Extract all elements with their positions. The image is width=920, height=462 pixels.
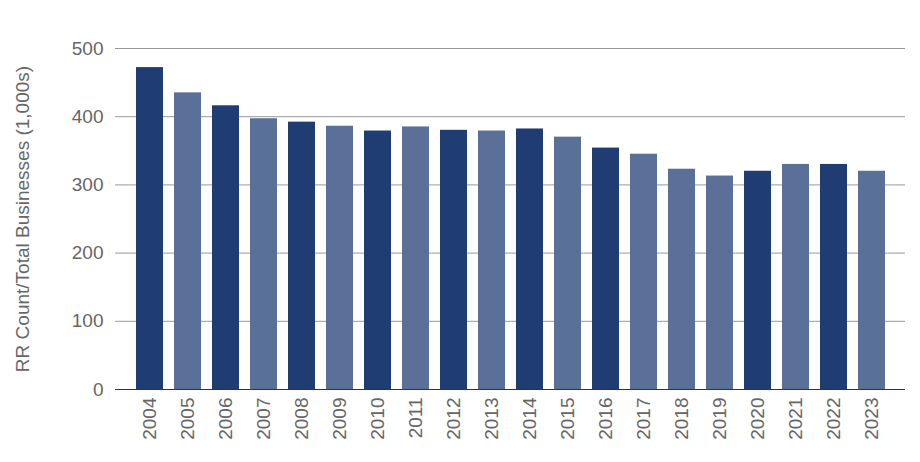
svg-text:2011: 2011	[405, 398, 426, 439]
svg-text:100: 100	[72, 310, 104, 331]
svg-text:400: 400	[72, 106, 104, 127]
svg-text:200: 200	[72, 242, 104, 263]
svg-text:2004: 2004	[139, 397, 160, 440]
svg-text:300: 300	[72, 174, 104, 195]
svg-text:RR Count/Total Businesses (1,0: RR Count/Total Businesses (1,000s)	[12, 66, 33, 372]
svg-text:2020: 2020	[747, 398, 768, 440]
svg-text:2018: 2018	[671, 398, 692, 440]
svg-text:2007: 2007	[253, 398, 274, 440]
svg-text:2023: 2023	[861, 398, 882, 440]
svg-text:2008: 2008	[291, 398, 312, 440]
svg-text:2015: 2015	[557, 398, 578, 440]
svg-text:2009: 2009	[329, 398, 350, 440]
svg-text:2019: 2019	[709, 398, 730, 440]
svg-text:2021: 2021	[785, 398, 806, 440]
svg-text:2012: 2012	[443, 398, 464, 440]
svg-text:2006: 2006	[215, 398, 236, 440]
svg-text:2005: 2005	[177, 398, 198, 440]
svg-text:2013: 2013	[481, 398, 502, 440]
svg-text:0: 0	[93, 379, 104, 400]
svg-text:2022: 2022	[823, 398, 844, 440]
svg-text:2014: 2014	[519, 397, 540, 440]
svg-text:500: 500	[72, 38, 104, 59]
svg-text:2010: 2010	[367, 398, 388, 440]
svg-text:2017: 2017	[633, 398, 654, 440]
svg-text:2016: 2016	[595, 398, 616, 440]
